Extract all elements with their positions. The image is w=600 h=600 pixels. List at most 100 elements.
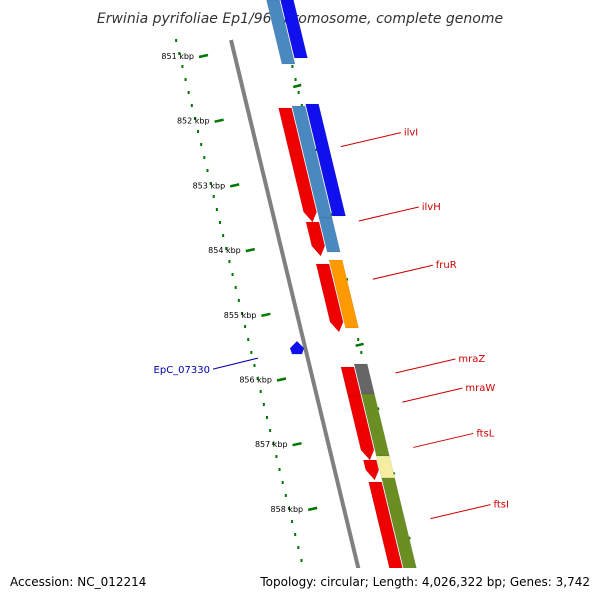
tick-label: 851 kbp	[161, 52, 194, 61]
gene-leader-line	[372, 264, 433, 280]
gene-leader-line	[430, 504, 491, 520]
gc-dot	[228, 260, 231, 263]
gene-leader-line	[402, 387, 463, 403]
gc-dot	[193, 117, 196, 120]
gc-dot	[190, 104, 193, 107]
gc-tick	[292, 83, 302, 89]
gene-strip-red	[363, 459, 380, 481]
tick-label: 856 kbp	[239, 376, 272, 385]
gc-dot	[275, 455, 278, 458]
gc-dot	[222, 234, 225, 237]
tick-mark	[245, 247, 256, 253]
tick-label: 857 kbp	[255, 440, 288, 449]
tick-mark	[229, 183, 240, 188]
gc-dot	[278, 468, 281, 471]
gc-dot	[219, 221, 222, 224]
gene-strip-red	[278, 107, 317, 223]
gc-dot	[259, 390, 262, 393]
gc-dot	[300, 559, 303, 562]
gene-label: ftsI	[493, 500, 508, 511]
gc-dot	[178, 52, 181, 55]
gc-dot	[272, 442, 275, 445]
gene-leader-line	[413, 432, 474, 448]
accession-text: Accession: NC_012214	[10, 575, 146, 589]
gc-dot	[175, 39, 178, 42]
gene-label: ilvH	[422, 202, 441, 213]
gene-label: ilvI	[404, 128, 418, 139]
tick-mark	[214, 118, 224, 123]
tick-mark	[276, 377, 287, 382]
gc-dot	[281, 481, 284, 484]
gene-label: fruR	[436, 260, 457, 271]
gene-leader-line	[340, 132, 401, 148]
gc-dot	[197, 130, 200, 133]
gc-dot	[240, 312, 243, 315]
gc-dot	[294, 78, 297, 81]
tick-label: 852 kbp	[177, 117, 210, 126]
gc-dot	[269, 429, 272, 432]
cds-label: EpC_07330	[154, 365, 210, 376]
gene-label: mraZ	[458, 354, 485, 365]
gc-dot	[297, 91, 300, 94]
gc-dot	[291, 520, 294, 523]
gc-dot	[256, 377, 259, 380]
gene-label: mraW	[465, 383, 495, 394]
gc-dot	[187, 91, 190, 94]
gc-tick	[355, 342, 364, 348]
gc-dot	[225, 247, 228, 250]
gene-strip	[318, 217, 341, 253]
gene-strip-red	[305, 221, 326, 257]
gc-dot	[253, 364, 256, 367]
gc-dot	[262, 403, 265, 406]
tick-label: 853 kbp	[193, 181, 226, 190]
gc-dot	[247, 338, 250, 341]
gc-dot	[266, 416, 269, 419]
tick-mark	[198, 53, 209, 59]
gc-dot	[200, 143, 203, 146]
gc-dot	[357, 338, 360, 341]
gc-dot	[291, 65, 294, 68]
gene-leader-line	[395, 358, 456, 374]
gene-strip-red	[347, 395, 375, 461]
cds-marker	[290, 341, 304, 355]
gc-dot	[360, 351, 363, 354]
gene-strip-yellow	[376, 455, 396, 479]
chromosome-backbone	[229, 39, 368, 600]
cds-leader-line	[212, 357, 259, 370]
gc-dot	[244, 325, 247, 328]
gc-dot	[297, 546, 300, 549]
gene-labels: ilvI ilvH fruR mraZ mraW ftsL ftsI EpC_07330	[154, 128, 509, 520]
tick-label: 854 kbp	[208, 246, 241, 255]
gc-dot	[250, 351, 253, 354]
gene-strip-red	[315, 263, 344, 333]
gene-strip	[266, 0, 296, 65]
tick-mark	[261, 312, 271, 318]
gc-dot	[231, 273, 234, 276]
tick-label: 858 kbp	[271, 505, 304, 514]
gc-dot	[215, 208, 218, 211]
gc-dot	[212, 195, 215, 198]
gc-dot	[203, 156, 206, 159]
gene-leader-line	[358, 206, 419, 222]
gc-dot	[287, 507, 290, 510]
gc-dot	[237, 299, 240, 302]
gene-strip-orange	[328, 259, 359, 329]
tick-mark	[307, 506, 318, 512]
gene-strip	[280, 0, 308, 59]
tick-mark	[292, 441, 302, 447]
gc-dot	[294, 533, 297, 536]
map-title: Erwinia pyrifoliae Ep1/96 chromosome, co…	[97, 11, 503, 27]
gc-dot	[234, 286, 237, 289]
gc-dot	[209, 182, 212, 185]
gc-dot	[300, 104, 303, 107]
gc-dot	[181, 65, 184, 68]
gc-dot	[284, 494, 287, 497]
footer-background	[0, 568, 600, 600]
gene-strip	[305, 103, 346, 217]
gc-dot	[206, 169, 209, 172]
gene-label: ftsL	[476, 428, 494, 439]
tick-label: 855 kbp	[224, 311, 257, 320]
genome-summary-text: Topology: circular; Length: 4,026,322 bp…	[259, 575, 590, 589]
gc-dot	[184, 78, 187, 81]
